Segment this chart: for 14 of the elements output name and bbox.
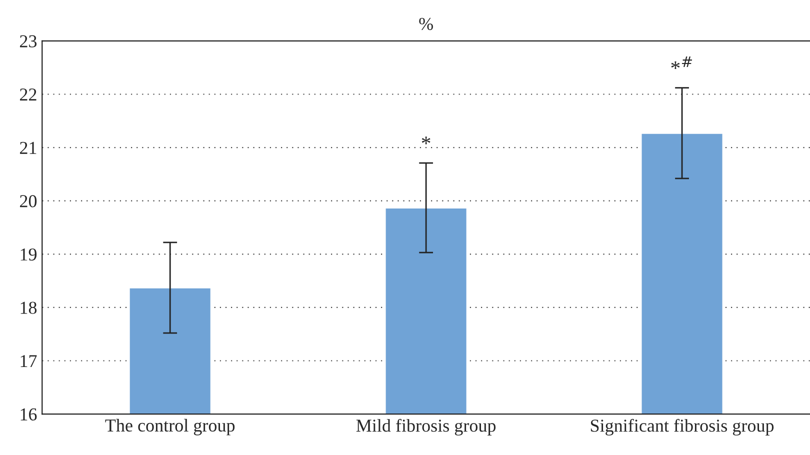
y-tick-label: 20 [20, 195, 37, 208]
chart-title: % [419, 18, 433, 30]
y-tick-label: 22 [20, 88, 36, 101]
y-tick-label: 17 [20, 355, 37, 368]
y-tick-label: 19 [20, 248, 37, 261]
annotation: *$^{#}$ [671, 56, 692, 69]
x-tick-label: Significant fibrosis group [590, 418, 774, 436]
y-tick-label: 21 [20, 142, 36, 154]
y-tick-label: 23 [20, 35, 37, 48]
x-tick-label: The control group [105, 418, 235, 436]
x-tick-label: Mild fibrosis group [356, 418, 496, 436]
y-tick-label: 18 [20, 302, 37, 314]
y-tick-label: 16 [20, 408, 37, 420]
annotation: * [422, 136, 430, 144]
